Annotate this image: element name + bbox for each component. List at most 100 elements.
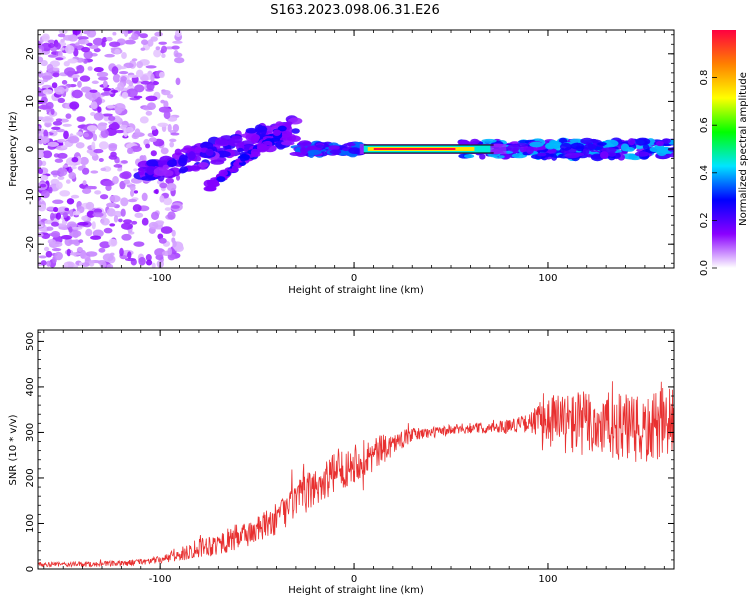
snr-y-label: SNR (10 * v/v) xyxy=(8,414,19,485)
spectrogram-blob xyxy=(147,39,154,47)
spectrogram-blob xyxy=(38,70,43,78)
spectrogram-x-ticks: -100 0 100 xyxy=(43,30,665,284)
spectrogram-blob xyxy=(100,217,110,226)
spectrogram-blob xyxy=(140,47,146,51)
spectrogram-blob xyxy=(117,82,125,91)
spectrogram-blob xyxy=(41,160,47,167)
spectrogram-blob xyxy=(158,71,165,79)
spectrogram-blob xyxy=(470,138,480,145)
spectrogram-blob xyxy=(163,197,173,206)
spectrogram-blob xyxy=(60,234,73,240)
spectrogram-blob xyxy=(553,144,562,151)
spectrogram-blob xyxy=(66,198,75,205)
spectrogram-blob xyxy=(218,169,229,177)
y-tick-label: 0 xyxy=(25,566,36,572)
snr-frame xyxy=(37,329,675,570)
spectrogram-blob xyxy=(171,229,176,237)
y-tick-label: -20 xyxy=(25,236,36,252)
spectrogram-blob xyxy=(52,199,64,205)
spectrogram-blob xyxy=(178,157,187,167)
spectrogram-blob xyxy=(99,261,107,268)
spectrogram-blob xyxy=(172,123,180,133)
y-tick-label: 0 xyxy=(25,146,36,152)
spectrogram-blob xyxy=(109,223,116,227)
spectrogram-blob xyxy=(661,138,671,144)
spectrogram-blob xyxy=(93,47,101,53)
spectrogram-blob xyxy=(85,251,98,257)
spectrogram-blob xyxy=(100,129,109,138)
spectrogram-blob xyxy=(38,255,47,259)
spectrogram-blob xyxy=(146,82,155,91)
spectrogram-blob xyxy=(72,30,81,36)
spectrogram-blob xyxy=(86,30,97,38)
spectrogram-blob xyxy=(210,159,225,165)
spectrogram-blob xyxy=(634,151,650,157)
spectrogram-blob xyxy=(150,150,157,157)
spectrogram-blob xyxy=(141,217,149,226)
spectrogram-blob xyxy=(166,94,174,99)
spectrogram-blob xyxy=(131,58,138,62)
spectrogram-blob xyxy=(86,125,98,132)
spectrogram-blob xyxy=(38,224,44,228)
spectrogram-blob xyxy=(121,222,133,230)
spectrogram-blob xyxy=(519,145,528,153)
colorbar-tick-label: 0.6 xyxy=(699,117,710,133)
spectrogram-blob xyxy=(507,144,520,152)
spectrogram-blob xyxy=(38,215,41,223)
spectrogram-blob xyxy=(92,229,104,238)
spectrogram-blob xyxy=(127,198,137,203)
spectrogram-blob xyxy=(583,143,597,150)
colorbar-tick-label: 0.4 xyxy=(699,165,710,181)
spectrogram-blob xyxy=(99,241,111,249)
spectrogram-blob xyxy=(121,171,132,180)
spectrogram-blob xyxy=(69,229,82,238)
spectrogram-blob xyxy=(110,89,119,93)
spectrogram-blob xyxy=(106,263,114,268)
spectrogram-blob xyxy=(570,142,585,150)
spectrogram-blob xyxy=(354,149,362,155)
spectrogram-blob xyxy=(83,132,89,138)
spectrogram-blob xyxy=(38,79,45,86)
spectrogram-blob xyxy=(71,89,83,99)
spectrogram-blob xyxy=(160,226,173,234)
spectrogram-blob xyxy=(65,179,71,184)
spectrogram-blob xyxy=(166,182,177,192)
spectrogram-blob xyxy=(154,248,166,257)
spectrogram-blob xyxy=(62,164,69,168)
x-tick-label: 0 xyxy=(351,273,357,284)
spectrogram-blob xyxy=(100,194,109,200)
y-tick-label: 10 xyxy=(25,95,36,108)
spectrogram-blob xyxy=(120,197,129,207)
spectrogram-blob xyxy=(68,172,76,180)
spectrogram-blob xyxy=(171,205,180,209)
spectrogram-blob xyxy=(131,220,138,225)
spectrogram-blob xyxy=(55,118,63,122)
spectrogram-blob xyxy=(77,221,89,226)
spectrogram-y-label: Frequency (Hz) xyxy=(8,111,19,187)
colorbar-gradient xyxy=(712,30,736,268)
spectrogram-blob xyxy=(64,67,76,76)
spectrogram-blob xyxy=(245,127,257,134)
spectrogram-blob xyxy=(78,239,84,244)
spectrogram-blob xyxy=(257,145,269,153)
spectrogram-blob xyxy=(48,42,55,48)
spectrogram-blob xyxy=(93,148,104,154)
spectrogram-blob xyxy=(158,237,167,244)
spectrogram-blob xyxy=(118,218,123,223)
spectrogram-blob xyxy=(148,137,157,143)
spectrogram-blob xyxy=(141,192,148,202)
spectrogram-blob xyxy=(174,57,185,64)
spectrogram-blob xyxy=(68,226,73,233)
spectrogram-blob xyxy=(120,208,126,217)
spectrogram-blob xyxy=(169,138,177,143)
spectrogram-blob xyxy=(85,201,95,210)
spectrogram-blob xyxy=(53,206,59,213)
spectrogram-blob xyxy=(77,80,82,88)
spectrogram-blob xyxy=(272,129,282,136)
spectrogram-blob xyxy=(167,123,172,133)
spectrogram-blob xyxy=(174,30,182,38)
spectrogram-blob xyxy=(133,190,139,194)
spectrogram-blob xyxy=(104,53,115,58)
spectrogram-blob xyxy=(97,122,107,132)
colorbar-ticks: 0.0 0.2 0.4 0.6 0.8 xyxy=(699,70,717,276)
